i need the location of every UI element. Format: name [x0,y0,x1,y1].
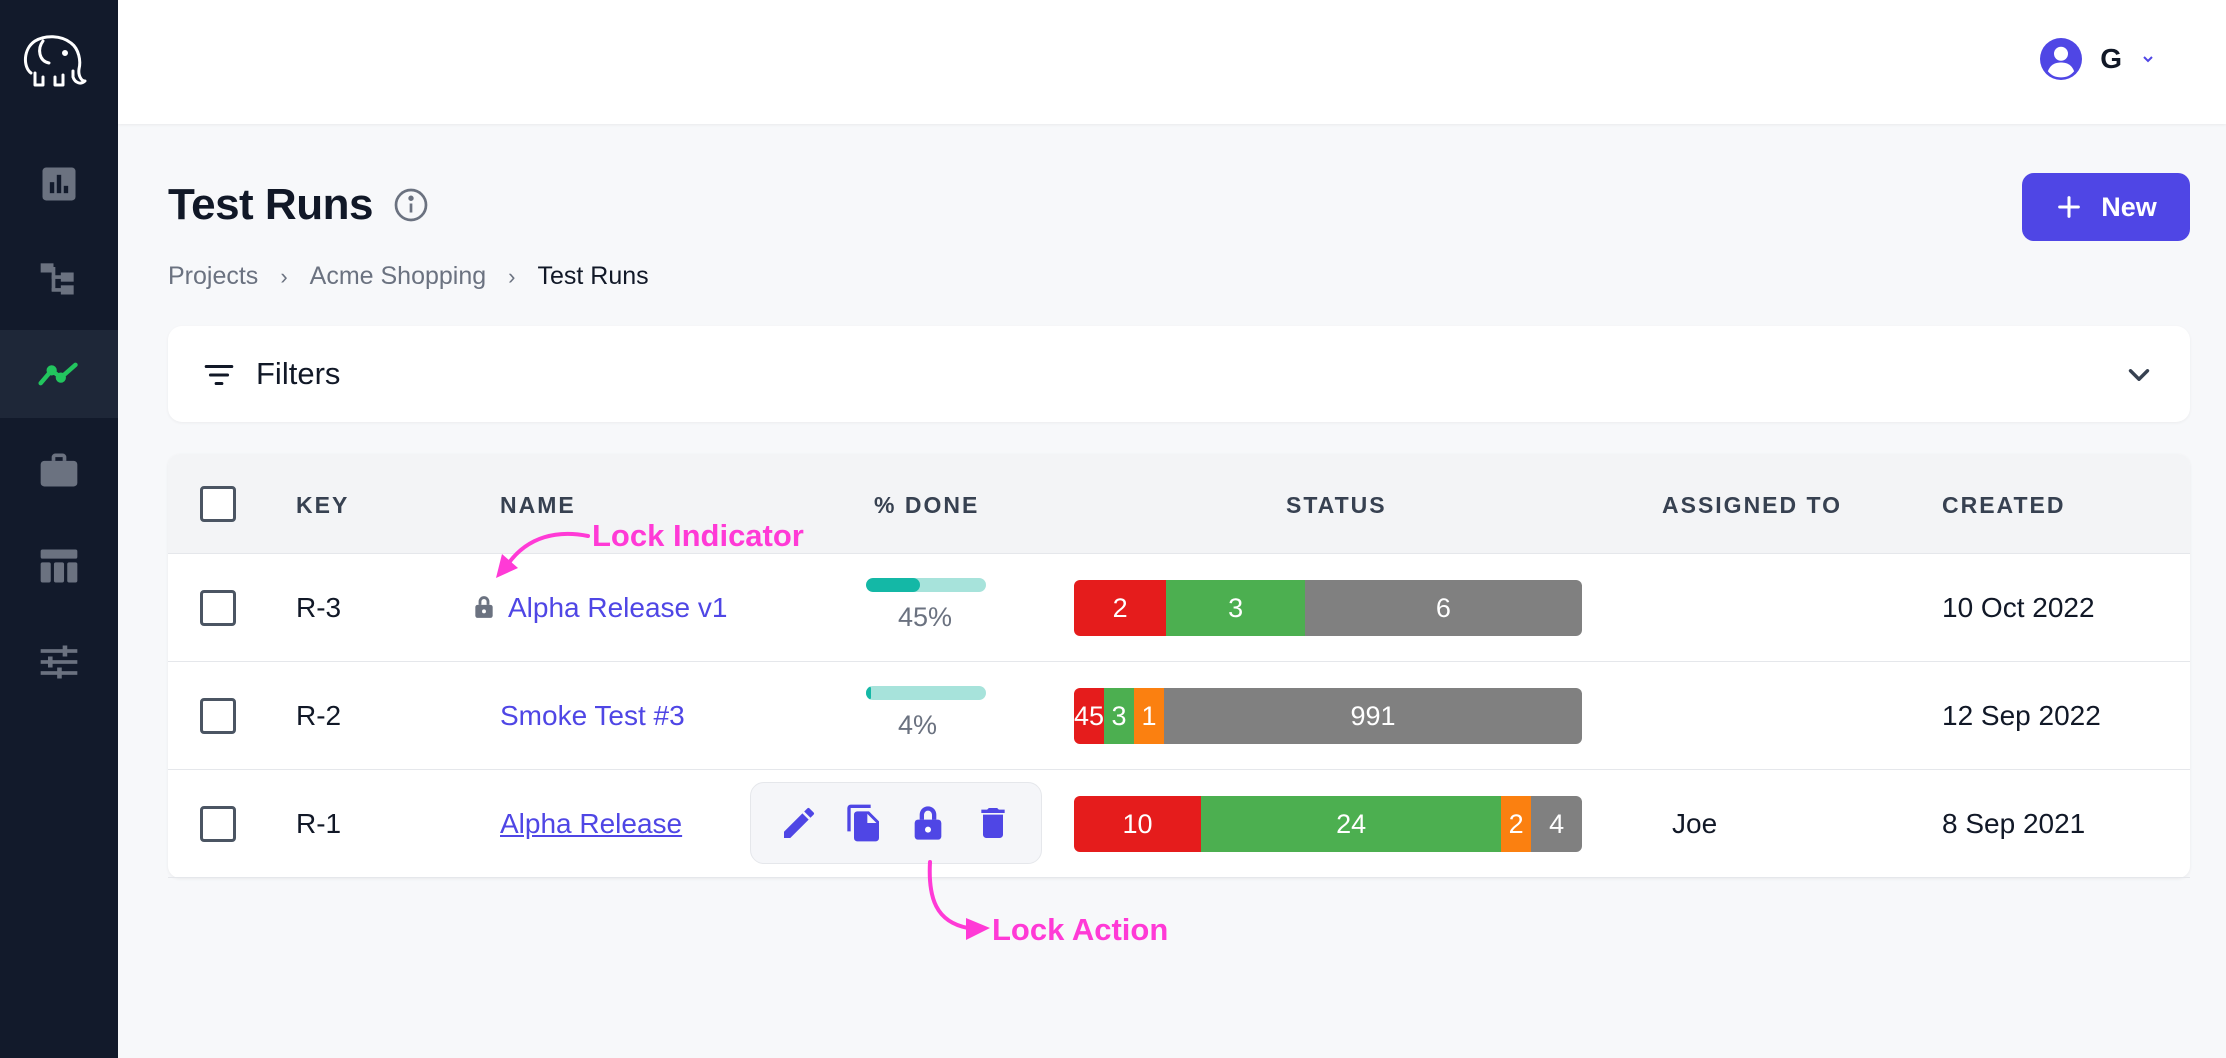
status-bar: 10 24 2 4 [1074,796,1582,852]
sliders-icon [40,645,78,679]
plus-icon [2058,196,2081,218]
table-row[interactable]: R-1 Alpha Release 10 24 2 4 Joe 8 Sep 2021 [168,770,2190,878]
status-segment-orange: 2 [1501,796,1532,852]
test-runs-table: KEY NAME % DONE STATUS ASSIGNED TO CREAT… [168,454,2190,878]
created-date: 10 Oct 2022 [1942,592,2095,623]
select-all-checkbox[interactable] [200,486,236,522]
delete-icon[interactable] [973,803,1013,843]
column-header-done[interactable]: % DONE [874,492,980,518]
sidebar-item-dashboard[interactable] [0,140,118,228]
row-actions-popover [750,782,1042,864]
created-date: 8 Sep 2021 [1942,808,2086,839]
sidebar-item-settings[interactable] [0,618,118,706]
briefcase-icon [40,453,78,487]
breadcrumb-item-projects[interactable]: Projects [168,262,259,290]
top-bar: G [118,0,2226,124]
status-segment-red: 10 [1074,796,1201,852]
user-menu[interactable]: G [2040,38,2156,80]
column-header-status[interactable]: STATUS [1286,492,1387,518]
column-header-created[interactable]: CREATED [1942,492,2066,518]
progress-fill [866,578,920,592]
status-segment-gray: 6 [1304,580,1582,636]
avatar-icon [2040,38,2083,80]
chevron-down-icon[interactable] [2122,358,2156,392]
column-header-name[interactable]: NAME [500,492,576,518]
info-icon[interactable] [393,187,429,223]
run-key: R-2 [296,700,342,731]
status-segment-green: 3 [1104,688,1134,744]
sidebar [0,0,118,1058]
filters-label: Filters [256,356,341,391]
progress-text: 4% [898,710,938,740]
page-title: Test Runs [168,180,373,229]
elephant-logo-icon[interactable] [21,33,87,89]
chevron-down-icon [2143,56,2153,63]
created-date: 12 Sep 2022 [1942,700,2101,731]
sidebar-item-test-runs[interactable] [0,330,118,418]
run-name-link[interactable]: Alpha Release [500,808,683,839]
annotation-lock-action: Lock Action [992,912,1169,947]
sidebar-item-test-cases[interactable] [0,234,118,322]
run-name-link[interactable]: Smoke Test #3 [500,700,685,731]
sidebar-item-projects[interactable] [0,426,118,514]
progress-text: 45% [898,602,953,632]
status-segment-orange: 1 [1134,688,1164,744]
table-layout-icon [40,549,78,583]
table-header: KEY NAME % DONE STATUS ASSIGNED TO CREAT… [168,454,2190,554]
filters-panel[interactable]: Filters [168,326,2190,422]
table-row[interactable]: R-2 Smoke Test #3 4% 45 3 1 991 12 Sep 2022 [168,662,2190,770]
status-segment-red: 45 [1074,688,1104,744]
page-header: Test Runs [168,180,429,230]
breadcrumb-separator-icon: › [508,263,516,289]
annotation-arrow-icon [927,860,990,940]
progress-bar [866,578,986,592]
row-checkbox[interactable] [200,698,236,734]
status-segment-green: 3 [1166,580,1305,636]
new-button-label: New [2101,191,2157,222]
annotation-arrow-icon [496,531,590,578]
breadcrumb-item-current: Test Runs [537,262,649,290]
row-checkbox[interactable] [200,806,236,842]
run-key: R-1 [296,808,342,839]
assigned-to: Joe [1672,808,1718,839]
column-header-assigned-to[interactable]: ASSIGNED TO [1662,492,1843,518]
status-segment-red: 2 [1074,580,1167,636]
breadcrumb-item-project[interactable]: Acme Shopping [309,262,487,290]
sidebar-item-reports[interactable] [0,522,118,610]
copy-icon[interactable] [844,803,884,843]
trend-line-icon [38,362,78,386]
status-segment-gray: 991 [1164,688,1582,744]
progress-bar [866,686,986,700]
new-button[interactable]: New [2022,173,2190,241]
run-key: R-3 [296,592,342,623]
status-segment-gray: 4 [1531,796,1582,852]
bar-chart-icon [42,167,76,201]
breadcrumb: Projects › Acme Shopping › Test Runs [168,262,649,291]
run-name-link[interactable]: Alpha Release v1 [508,592,728,623]
status-bar: 45 3 1 991 [1074,688,1582,744]
user-initial: G [2100,43,2122,74]
filter-icon [204,364,234,386]
lock-icon[interactable] [908,803,948,843]
hierarchy-icon [40,263,74,295]
edit-icon[interactable] [779,803,819,843]
breadcrumb-separator-icon: › [280,263,288,289]
lock-icon [475,596,493,618]
progress-fill [866,686,871,700]
column-header-key[interactable]: KEY [296,492,350,518]
status-segment-green: 24 [1201,796,1502,852]
row-checkbox[interactable] [200,590,236,626]
annotation-lock-indicator: Lock Indicator [592,518,804,553]
